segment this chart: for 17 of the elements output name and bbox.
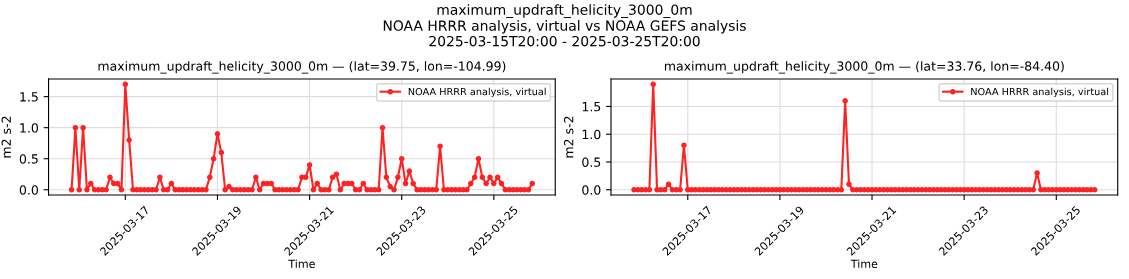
- y-axis-title: m2 s-2: [1, 116, 11, 158]
- legend-label: NOAA HRRR analysis, virtual: [971, 87, 1109, 98]
- legend-label: NOAA HRRR analysis, virtual: [408, 87, 546, 98]
- y-tick-label: 0.5: [19, 154, 38, 164]
- x-axis-title: Time: [850, 259, 878, 268]
- y-tick-label: 1.5: [20, 92, 38, 102]
- y-tick-label: 0.0: [582, 185, 601, 195]
- y-tick-label: 1.5: [582, 102, 601, 112]
- chart-title: maximum_updraft_helicity_3000_0m — (lat=33.76, lon=-84.40): [664, 61, 1064, 74]
- y-tick-label: 0.5: [582, 157, 601, 167]
- y-tick-label: 1.0: [20, 123, 38, 133]
- x-axis-title: Time: [288, 259, 315, 268]
- chart-title: maximum_updraft_helicity_3000_0m — (lat=39.75, lon=-104.99): [98, 61, 506, 74]
- text: maximum_updraft_helicity_3000_0m NOAA HRRR analysis, virtual vs NOAA GEFS analysis 2025-03-15T20:00 - 2025-03-25T20:00: [383, 4, 746, 47]
- y-tick-label: 0.0: [19, 185, 38, 195]
- y-axis-title: m2 s-2: [563, 116, 574, 158]
- y-tick-label: 1.0: [582, 129, 601, 140]
